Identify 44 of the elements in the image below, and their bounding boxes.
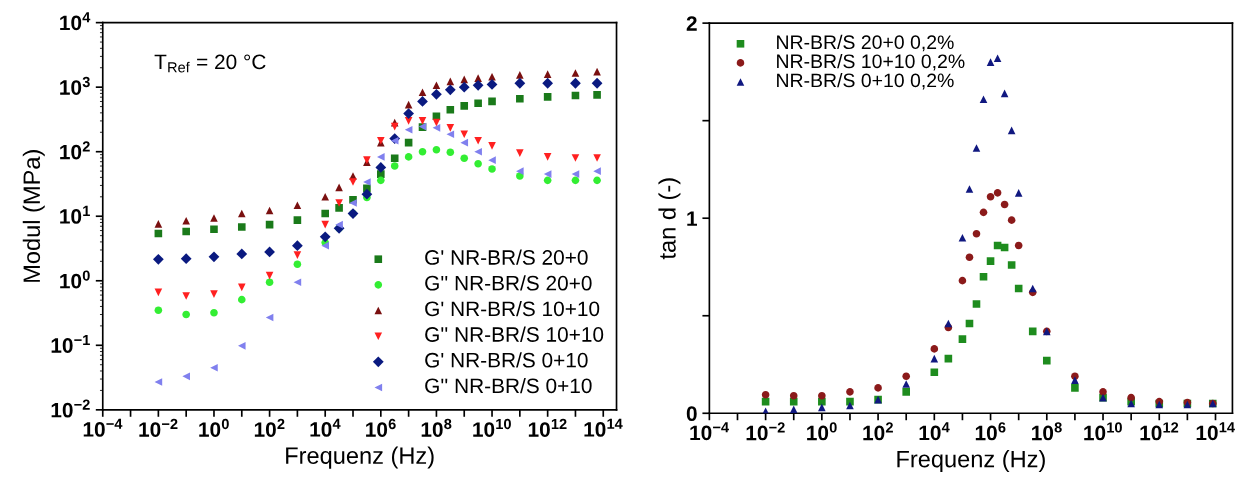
y-tick-label: 10$^{0}$ [60, 270, 90, 289]
x-tick-label: 10$^{10}$ [473, 418, 511, 437]
x-tick-label: 10$^{12}$ [1140, 422, 1179, 441]
x-tick-label: 10$^{6}$ [366, 418, 396, 437]
legend-label: G'' NR-BR/S 0+10 [425, 377, 592, 394]
y-tick-label: 0 [686, 406, 697, 422]
y-tick-label: 10$^{3}$ [60, 76, 90, 95]
x-tick-label: 10$^{8}$ [421, 418, 452, 437]
y-tick-label: 2 [686, 16, 697, 31]
legend-label: G'' NR-BR/S 20+0 [425, 275, 592, 291]
x-tick-label: 10$^{14}$ [584, 418, 623, 437]
x-tick-label: 10$^{−4}$ [83, 418, 123, 437]
x-axis-title: Frequenz (Hz) [286, 446, 434, 469]
y-tick-label: 10$^{1}$ [60, 205, 90, 224]
y-tick-label: 10$^{−1}$ [51, 334, 90, 353]
legend-label: NR-BR/S 10+10 0,2% [777, 53, 965, 71]
legend-label: G' NR-BR/S 0+10 [425, 352, 588, 368]
y-tick-label: 10$^{2}$ [60, 141, 90, 160]
x-axis-title: Frequenz (Hz) [897, 450, 1045, 473]
legend-label: G' NR-BR/S 20+0 [425, 249, 588, 265]
x-tick-label: 10$^{0}$ [807, 422, 837, 441]
legend-label: NR-BR/S 20+0 0,2% [777, 34, 954, 52]
x-tick-label: 10$^{−2}$ [746, 422, 785, 441]
x-tick-label: 10$^{2}$ [254, 418, 285, 437]
x-tick-label: 10$^{6}$ [975, 422, 1006, 441]
x-tick-label: 10$^{4}$ [310, 418, 341, 437]
x-tick-label: 10$^{12}$ [528, 418, 567, 437]
legend-label: G' NR-BR/S 10+10 [425, 300, 600, 317]
y-axis-title: tan d (-) [658, 178, 681, 260]
x-tick-label: 10$^{8}$ [1032, 422, 1062, 441]
x-tick-label: 10$^{4}$ [919, 422, 950, 441]
x-tick-label: 10$^{10}$ [1084, 422, 1122, 441]
x-tick-label: 10$^{14}$ [1196, 422, 1235, 441]
x-tick-label: 10$^{−2}$ [139, 418, 178, 437]
x-tick-label: 10$^{2}$ [863, 422, 893, 441]
annotation: T$_{Ref}$ = 20 °C [154, 54, 266, 73]
legend-label: G'' NR-BR/S 10+10 [425, 326, 604, 342]
y-axis-title: Modul (MPa) [22, 150, 45, 282]
y-tick-label: 1 [687, 211, 697, 226]
y-tick-label: 10$^{−2}$ [51, 399, 90, 418]
y-tick-label: 10$^{4}$ [60, 12, 91, 31]
legend-label: NR-BR/S 0+10 0,2% [777, 72, 954, 90]
x-tick-label: 10$^{0}$ [199, 418, 229, 437]
x-tick-label: 10$^{−4}$ [690, 422, 729, 441]
